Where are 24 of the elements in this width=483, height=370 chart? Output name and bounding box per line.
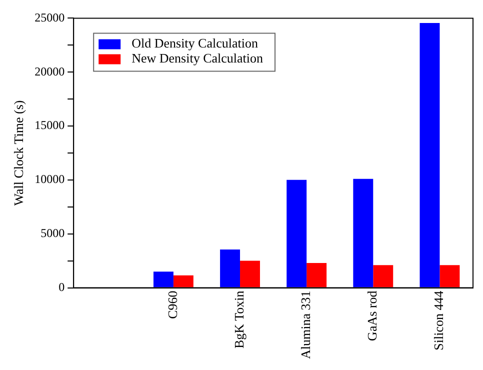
bar	[353, 178, 374, 288]
y-tick-label: 10000	[34, 172, 65, 186]
x-tick-label: Alumina 331	[298, 290, 314, 360]
bar	[306, 262, 327, 288]
bar	[173, 275, 194, 288]
y-tick-label: 20000	[34, 64, 65, 78]
y-tick-label: 15000	[34, 118, 65, 132]
y-tick-label: 25000	[34, 10, 65, 24]
bar	[373, 265, 394, 288]
x-tick-label: GaAs rod	[364, 290, 380, 341]
y-tick-label: 0	[58, 280, 65, 294]
bar	[240, 260, 260, 288]
y-tick-label: 5000	[40, 226, 65, 240]
bar	[440, 265, 460, 288]
x-tick-label: C960	[164, 290, 180, 319]
x-tick-label: BgK Toxin	[231, 290, 246, 348]
bar	[220, 249, 240, 288]
y-axis-title: Wall Clock Time (s)	[11, 100, 26, 206]
legend-label: Old Density Calculation	[132, 36, 258, 51]
bar	[420, 23, 440, 288]
bar	[286, 180, 307, 288]
legend-label: New Density Calculation	[132, 50, 264, 66]
x-tick-label: Silicon 444	[431, 290, 446, 350]
bar	[153, 272, 174, 288]
